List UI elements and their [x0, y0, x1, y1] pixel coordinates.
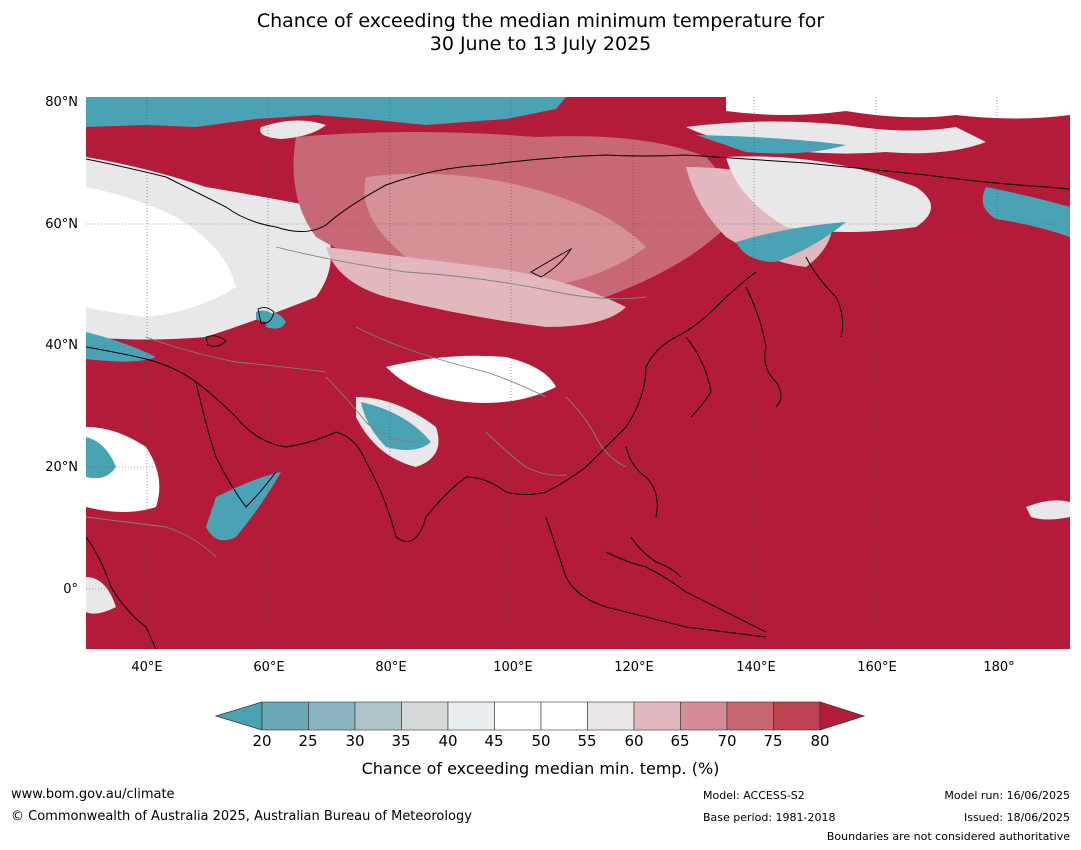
colorbar-segment — [354, 701, 402, 731]
region-arctic-low — [86, 97, 566, 127]
colorbar-extend-high — [819, 701, 866, 731]
region-east-siberia-light — [726, 156, 931, 232]
map-title-line1: Chance of exceeding the median minimum t… — [256, 10, 825, 32]
lon-label-160e: 160°E — [857, 660, 897, 675]
footer-model-run: Model run: 16/06/2025 — [944, 789, 1070, 802]
colorbar-tick-65: 65 — [670, 732, 690, 750]
footer-website: www.bom.gov.au/climate — [11, 787, 175, 802]
colorbar-tick-45: 45 — [484, 732, 504, 750]
region-europe-white — [86, 187, 236, 317]
colorbar-segment — [261, 701, 309, 731]
region-okhotsk-low — [736, 222, 846, 262]
colorbar-tick-75: 75 — [763, 732, 783, 750]
footer-model: Model: ACCESS-S2 — [703, 789, 805, 802]
colorbar-tick-25: 25 — [298, 732, 318, 750]
lon-label-140e: 140°E — [736, 660, 776, 675]
region-central-asia-mid — [326, 247, 626, 327]
lon-label-60e: 60°E — [253, 660, 285, 675]
lat-label-20n: 20°N — [45, 460, 78, 475]
colorbar-tick-30: 30 — [345, 732, 365, 750]
colorbar-segment — [633, 701, 681, 731]
region-bering-low — [982, 187, 1070, 237]
lon-label-40e: 40°E — [131, 660, 163, 675]
colorbar-tick-60: 60 — [624, 732, 644, 750]
region-red-sea-low — [86, 437, 116, 479]
colorbar-segment — [540, 701, 588, 731]
region-east-africa-neutral — [86, 577, 116, 614]
colorbar-segment — [587, 701, 635, 731]
footer-disclaimer: Boundaries are not considered authoritat… — [826, 830, 1070, 843]
temperature-map — [86, 97, 1070, 649]
inland-water — [205, 247, 573, 347]
colorbar-tick-40: 40 — [438, 732, 458, 750]
lon-label-120e: 120°E — [614, 660, 654, 675]
region-scandinavia-neutral — [260, 120, 326, 139]
lon-label-180: 180° — [983, 660, 1015, 675]
colorbar-tick-50: 50 — [531, 732, 551, 750]
colorbar-segment — [773, 701, 821, 731]
region-pacific-neutral — [1026, 500, 1070, 520]
country-borders — [86, 246, 647, 558]
region-tibet-white — [386, 355, 556, 403]
colorbar-segment — [401, 701, 449, 731]
region-mediterranean-low — [86, 332, 156, 362]
lat-label-40n: 40°N — [45, 338, 78, 353]
map-canvas — [86, 97, 1070, 649]
colorbar-tick-70: 70 — [717, 732, 737, 750]
region-arctic-east-low — [696, 135, 846, 154]
colorbar-segment — [726, 701, 774, 731]
footer-issued: Issued: 18/06/2025 — [963, 811, 1070, 824]
colorbar-segment — [308, 701, 356, 731]
region-himalaya-low — [361, 402, 431, 451]
graticule — [86, 97, 1070, 649]
lon-label-80e: 80°E — [375, 660, 407, 675]
lat-label-60n: 60°N — [45, 217, 78, 232]
region-siberia-mid-high — [364, 173, 646, 287]
colorbar-segment — [680, 701, 728, 731]
lon-label-100e: 100°E — [493, 660, 533, 675]
lat-label-0: 0° — [63, 582, 78, 597]
coastlines — [86, 154, 1070, 649]
footer-base-period: Base period: 1981-2018 — [703, 811, 836, 824]
colorbar-tick-55: 55 — [577, 732, 597, 750]
colorbar-tick-20: 20 — [252, 732, 272, 750]
colorbar-segment — [494, 701, 542, 731]
colorbar-title: Chance of exceeding median min. temp. (%… — [361, 759, 720, 778]
colorbar — [214, 701, 866, 731]
colorbar-extend-low — [214, 701, 263, 731]
footer-copyright: © Commonwealth of Australia 2025, Austra… — [11, 809, 472, 824]
region-arctic-east-neutral — [726, 97, 1070, 119]
colorbar-tick-80: 80 — [810, 732, 830, 750]
colorbar-segment — [447, 701, 495, 731]
colorbar-tick-35: 35 — [391, 732, 411, 750]
map-title-line2: 30 June to 13 July 2025 — [429, 33, 652, 55]
lat-label-80n: 80°N — [45, 95, 78, 110]
